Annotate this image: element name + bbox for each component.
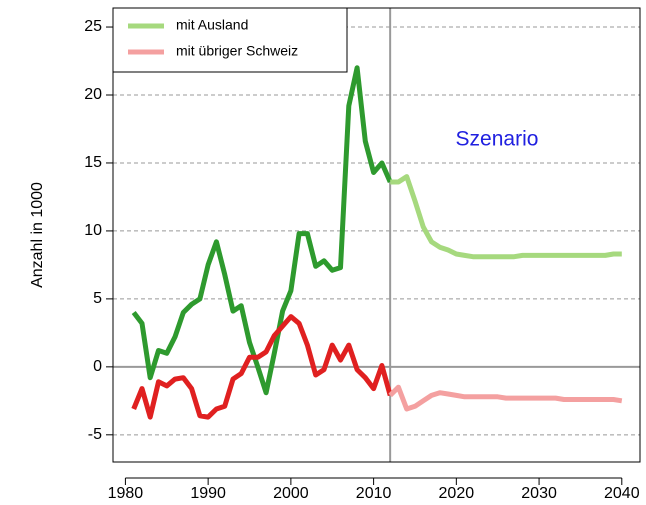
y-tick-label: 5 <box>93 290 102 307</box>
scenario-line-series <box>388 384 623 412</box>
x-tick-label: 1990 <box>190 485 226 502</box>
scenario-line-series <box>390 174 622 260</box>
annotation: Szenario <box>456 128 539 151</box>
history-line <box>131 65 393 396</box>
y-axis-label: Anzahl in 1000 <box>29 182 46 288</box>
history-line <box>131 314 393 420</box>
x-tick-label: 2040 <box>604 485 640 502</box>
y-tick-label: -5 <box>88 426 102 443</box>
y-tick-label: 20 <box>84 86 102 103</box>
legend-box <box>112 7 348 73</box>
x-tick-label: 2020 <box>439 485 475 502</box>
y-tick-label: 15 <box>84 154 102 171</box>
y-tick-label: 25 <box>84 18 102 35</box>
x-tick-label: 2000 <box>273 485 309 502</box>
y-tick-label: 0 <box>93 358 102 375</box>
legend-label: mit Ausland <box>176 17 248 33</box>
x-tick-label: 2030 <box>521 485 557 502</box>
legend-label: mit übriger Schweiz <box>176 43 298 59</box>
plot-frame <box>112 7 641 463</box>
x-tick-label: 1980 <box>108 485 144 502</box>
y-tick-label: 10 <box>84 222 102 239</box>
x-tick-label: 2010 <box>356 485 392 502</box>
